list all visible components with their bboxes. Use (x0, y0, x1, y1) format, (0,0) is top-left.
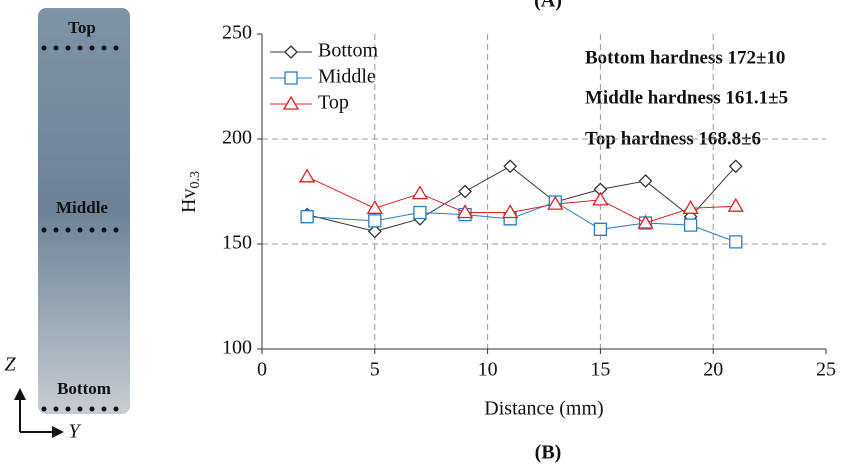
specimen-photo: Top Middle Bottom Z Y (4, 8, 130, 443)
legend-label: Middle (318, 66, 376, 88)
page: Top Middle Bottom Z Y (A) (B) Distance (… (0, 0, 867, 468)
marker (684, 201, 698, 213)
marker (729, 199, 743, 211)
marker (730, 236, 742, 248)
y-tick-label: 150 (222, 232, 252, 254)
marker (301, 211, 313, 223)
y-tick-label: 100 (222, 337, 252, 359)
marker (459, 186, 471, 198)
marker (414, 207, 426, 219)
x-tick-label: 25 (816, 359, 836, 381)
specimen-label: Top (68, 18, 96, 37)
marker (368, 201, 382, 213)
legend-marker (284, 97, 298, 109)
arrow-head (14, 388, 26, 400)
marker (685, 219, 697, 231)
y-tick-label: 250 (222, 22, 252, 44)
axis-letter: Y (68, 421, 81, 443)
legend-marker (285, 46, 297, 58)
panel-label: (A) (534, 0, 562, 12)
marker (593, 193, 607, 205)
y-tick-label: 200 (222, 127, 252, 149)
y-axis-label: Hv0.3 (178, 171, 204, 213)
x-tick-label: 15 (590, 359, 610, 381)
annotation: Middle hardness 161.1±5 (585, 87, 788, 108)
marker (369, 215, 381, 227)
x-axis-label: Distance (mm) (484, 398, 603, 420)
arrow-head (52, 426, 64, 438)
x-tick-label: 20 (703, 359, 723, 381)
legend-label: Bottom (318, 40, 378, 62)
legend-label: Top (318, 92, 349, 114)
marker (413, 187, 427, 199)
marker (594, 223, 606, 235)
axis-letter: Z (4, 354, 16, 376)
y-axis-label-text: Hv0.3 (178, 171, 204, 213)
panel-label: (B) (535, 442, 562, 464)
marker (504, 160, 516, 172)
annotation: Bottom hardness 172±10 (585, 47, 785, 68)
x-tick-label: 5 (370, 359, 380, 381)
x-tick-label: 10 (478, 359, 498, 381)
specimen-label: Middle (56, 198, 108, 217)
legend-marker (285, 72, 297, 84)
x-tick-label: 0 (257, 359, 267, 381)
marker (300, 170, 314, 182)
marker (640, 175, 652, 187)
specimen-label: Bottom (57, 379, 111, 398)
